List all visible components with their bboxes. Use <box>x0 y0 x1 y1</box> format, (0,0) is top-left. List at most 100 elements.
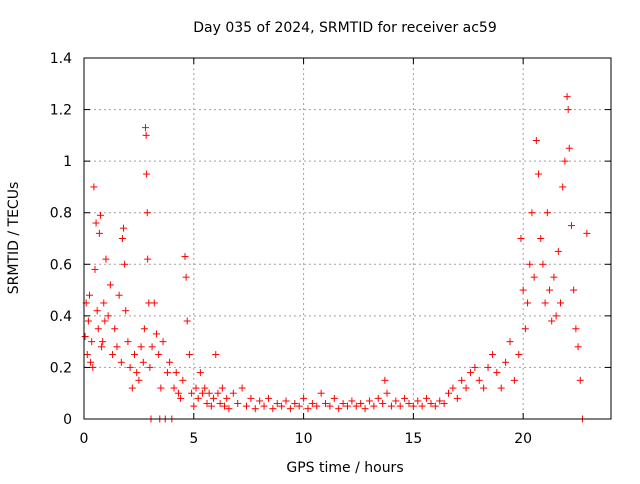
data-point <box>471 363 479 371</box>
data-point <box>539 260 547 268</box>
data-point <box>121 260 129 268</box>
data-point <box>90 183 98 191</box>
data-point <box>517 235 525 242</box>
y-axis-label: SRMTID / TECUs <box>6 182 22 295</box>
data-point <box>348 397 356 405</box>
data-point <box>374 394 382 402</box>
data-point <box>295 402 303 410</box>
data-point <box>137 343 145 351</box>
data-point <box>506 338 514 346</box>
data-point <box>414 397 422 405</box>
data-point <box>535 170 543 178</box>
data-point <box>126 363 134 371</box>
data-points <box>81 93 591 423</box>
data-point <box>335 405 343 413</box>
data-point <box>330 394 338 402</box>
data-point <box>550 273 558 281</box>
data-point <box>88 338 96 346</box>
data-point <box>497 384 505 392</box>
plot-frame <box>83 57 612 420</box>
data-point <box>556 299 564 307</box>
y-tick-label: 1.4 <box>50 51 72 67</box>
data-point <box>561 157 569 165</box>
data-point <box>83 351 91 359</box>
data-point <box>564 106 572 114</box>
data-point <box>559 183 567 191</box>
data-point <box>218 384 226 392</box>
data-point <box>572 325 580 333</box>
data-point <box>423 394 431 402</box>
data-point <box>286 405 294 413</box>
data-point <box>502 358 510 366</box>
data-point <box>101 317 109 325</box>
data-point <box>548 317 556 325</box>
data-point <box>352 402 360 410</box>
data-point <box>81 332 89 340</box>
x-tick-label: 5 <box>189 431 198 447</box>
y-tick-label: 0.4 <box>50 309 72 325</box>
data-point <box>565 144 573 152</box>
data-point <box>256 397 264 405</box>
data-point <box>117 358 125 366</box>
y-tick-label: 1.2 <box>50 103 72 119</box>
x-axis-label: GPS time / hours <box>286 460 403 476</box>
data-point <box>583 229 591 237</box>
data-point <box>91 265 99 273</box>
data-point <box>188 389 196 397</box>
data-point <box>480 384 488 392</box>
data-point <box>322 400 330 408</box>
grid-layer <box>84 58 611 419</box>
x-tick-label: 0 <box>80 431 89 447</box>
data-point <box>387 402 395 410</box>
data-point <box>170 384 178 392</box>
data-point <box>182 273 190 281</box>
data-point <box>131 351 139 359</box>
data-point <box>210 394 218 402</box>
data-point <box>118 235 126 242</box>
data-point <box>199 389 207 397</box>
data-point <box>205 389 213 397</box>
data-point <box>344 402 351 410</box>
data-point <box>150 299 158 307</box>
data-point <box>143 170 151 178</box>
data-point <box>532 137 540 145</box>
data-point <box>225 405 233 413</box>
data-point <box>326 402 334 410</box>
data-point <box>141 124 149 132</box>
data-point <box>99 338 107 346</box>
data-point <box>152 330 160 338</box>
data-point <box>96 211 104 219</box>
y-tick-label: 0.2 <box>50 360 72 376</box>
data-point <box>567 222 575 230</box>
data-point <box>172 369 180 377</box>
data-point <box>120 224 128 232</box>
data-point <box>93 307 101 315</box>
data-point <box>242 402 250 410</box>
data-point <box>554 247 562 255</box>
data-point <box>383 389 391 397</box>
data-point <box>365 397 373 405</box>
data-point <box>174 389 182 397</box>
data-point <box>308 400 316 408</box>
data-point <box>92 219 100 227</box>
data-point <box>159 338 167 346</box>
data-point <box>405 400 413 408</box>
data-point <box>260 402 268 410</box>
y-tick-label: 0.6 <box>50 257 72 273</box>
data-point <box>155 351 163 359</box>
data-point <box>339 400 347 408</box>
data-point <box>510 376 518 384</box>
data-point <box>574 343 582 351</box>
data-point <box>418 402 426 410</box>
data-point <box>106 281 114 289</box>
data-point <box>234 400 242 408</box>
data-point <box>203 400 211 408</box>
data-point <box>140 325 148 333</box>
x-tick-label: 15 <box>404 431 422 447</box>
data-point <box>576 376 584 384</box>
data-point <box>401 394 409 402</box>
data-point <box>524 299 532 307</box>
data-point <box>381 376 389 384</box>
data-point <box>216 400 224 408</box>
